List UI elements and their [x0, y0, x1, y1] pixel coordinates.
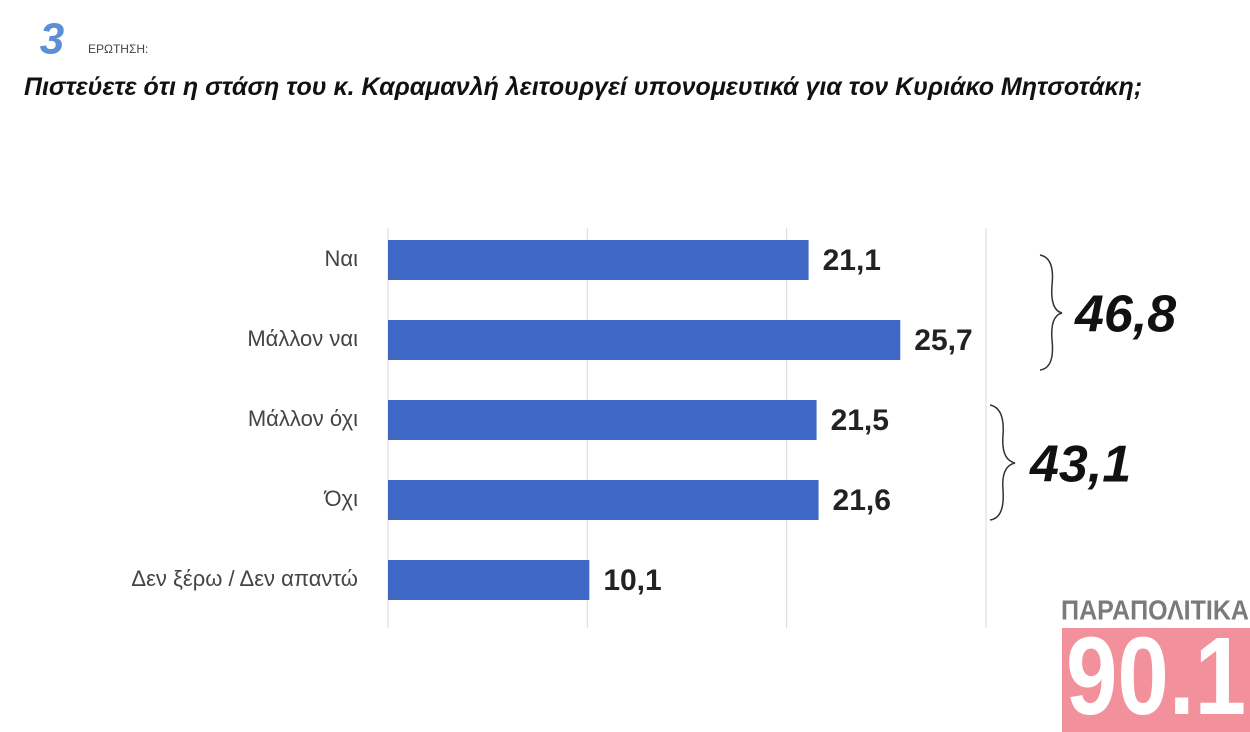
category-label: Μάλλον όχι: [248, 406, 358, 431]
chart-title: Πιστεύετε ότι η στάση του κ. Καραμανλή λ…: [24, 73, 1143, 101]
category-label: Μάλλον ναι: [247, 326, 358, 351]
question-number: 3: [40, 15, 64, 64]
category-label: Δεν ξέρω / Δεν απαντώ: [131, 566, 358, 591]
bar: [388, 400, 817, 440]
bar: [388, 320, 901, 360]
bar: [388, 480, 819, 520]
bar: [388, 560, 590, 600]
logo-frequency: 90.1: [1066, 615, 1246, 732]
question-label: ΕΡΩΤΗΣΗ:: [88, 42, 148, 56]
group-total: 43,1: [1029, 436, 1131, 494]
category-label: Ναι: [325, 246, 359, 271]
bar: [388, 240, 809, 280]
brace: [1039, 254, 1063, 371]
brace: [989, 404, 1016, 521]
value-label: 25,7: [914, 324, 972, 357]
logo-name: ΠΑΡΑΠΟΛΙΤΙΚΑ: [1061, 594, 1249, 625]
value-label: 21,1: [823, 244, 881, 277]
logo-background: [1062, 628, 1250, 732]
group-total: 46,8: [1074, 286, 1176, 344]
value-label: 10,1: [603, 564, 661, 597]
value-label: 21,6: [833, 484, 891, 517]
category-label: Όχι: [324, 486, 359, 511]
value-label: 21,5: [831, 404, 889, 437]
